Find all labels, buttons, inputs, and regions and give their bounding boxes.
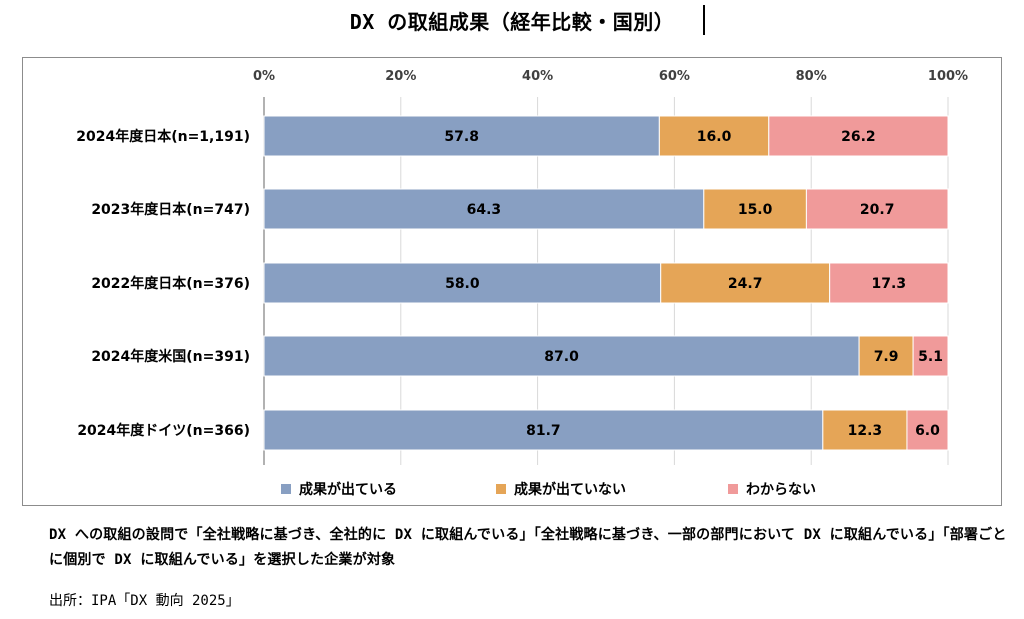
legend-swatch	[281, 484, 291, 494]
category-label: 2023年度日本(n=747)	[91, 201, 250, 218]
x-tick-label: 100%	[928, 69, 968, 84]
legend-label: 成果が出ている	[299, 481, 397, 498]
bar-segment	[858, 335, 914, 377]
legend-label: 成果が出ていない	[514, 481, 626, 498]
category-label: 2024年度日本(n=1,191)	[76, 128, 250, 145]
data-label: 58.0	[445, 276, 480, 292]
x-tick-label: 40%	[522, 69, 553, 84]
bar-segment	[906, 409, 949, 451]
category-label: 2024年度ドイツ(n=366)	[77, 422, 250, 439]
category-label: 2022年度日本(n=376)	[91, 275, 250, 292]
bar-segment	[829, 262, 949, 304]
text-cursor	[703, 5, 705, 35]
category-label: 2024年度米国(n=391)	[91, 348, 250, 365]
data-label: 6.0	[915, 423, 940, 439]
data-label: 17.3	[872, 276, 907, 292]
x-tick-labels: 0% 20% 40% 60% 80% 100%	[253, 69, 968, 84]
footnote: DX への取組の設問で「全社戦略に基づき、全社的に DX に取組んでいる」「全社…	[49, 527, 1007, 568]
data-label: 5.1	[918, 349, 943, 365]
bar-segment	[805, 188, 949, 230]
bars: 57.8 16.0 26.2 64.3 15.0 20.7 58.0 24.7 17.3 87.0…	[263, 115, 949, 451]
bar-segment	[263, 262, 662, 304]
x-tick-label: 0%	[253, 69, 275, 84]
data-label: 12.3	[848, 423, 883, 439]
x-tick-label: 60%	[659, 69, 690, 84]
data-label: 64.3	[467, 202, 502, 218]
bar-segment	[658, 115, 770, 157]
data-label: 15.0	[738, 202, 773, 218]
bar-segment	[822, 409, 908, 451]
legend-swatch	[728, 484, 738, 494]
legend-label: わからない	[746, 482, 816, 498]
data-label: 87.0	[544, 349, 579, 365]
data-label: 57.8	[444, 129, 479, 145]
data-label: 81.7	[526, 423, 561, 439]
bar-segment	[912, 335, 949, 377]
bar-segment	[703, 188, 807, 230]
category-labels: 2024年度日本(n=1,191) 2023年度日本(n=747) 2022年度日本…	[76, 128, 250, 439]
chart-title: DX の取組成果（経年比較・国別）	[349, 10, 675, 34]
bar-segment	[263, 115, 660, 157]
x-tick-label: 80%	[796, 69, 827, 84]
data-label: 7.9	[874, 349, 899, 365]
data-label: 26.2	[841, 129, 876, 145]
data-label: 16.0	[697, 129, 732, 145]
legend: 成果が出ている 成果が出ていない わからない	[281, 481, 816, 498]
bar-segment	[768, 115, 949, 157]
data-label: 20.7	[860, 202, 895, 218]
source-text: 出所：IPA「DX 動向 2025」	[49, 593, 240, 609]
chart-frame	[22, 57, 1002, 506]
bar-segment	[263, 335, 860, 377]
x-tick-label: 20%	[385, 69, 416, 84]
data-label: 24.7	[728, 276, 763, 292]
legend-swatch	[496, 484, 506, 494]
